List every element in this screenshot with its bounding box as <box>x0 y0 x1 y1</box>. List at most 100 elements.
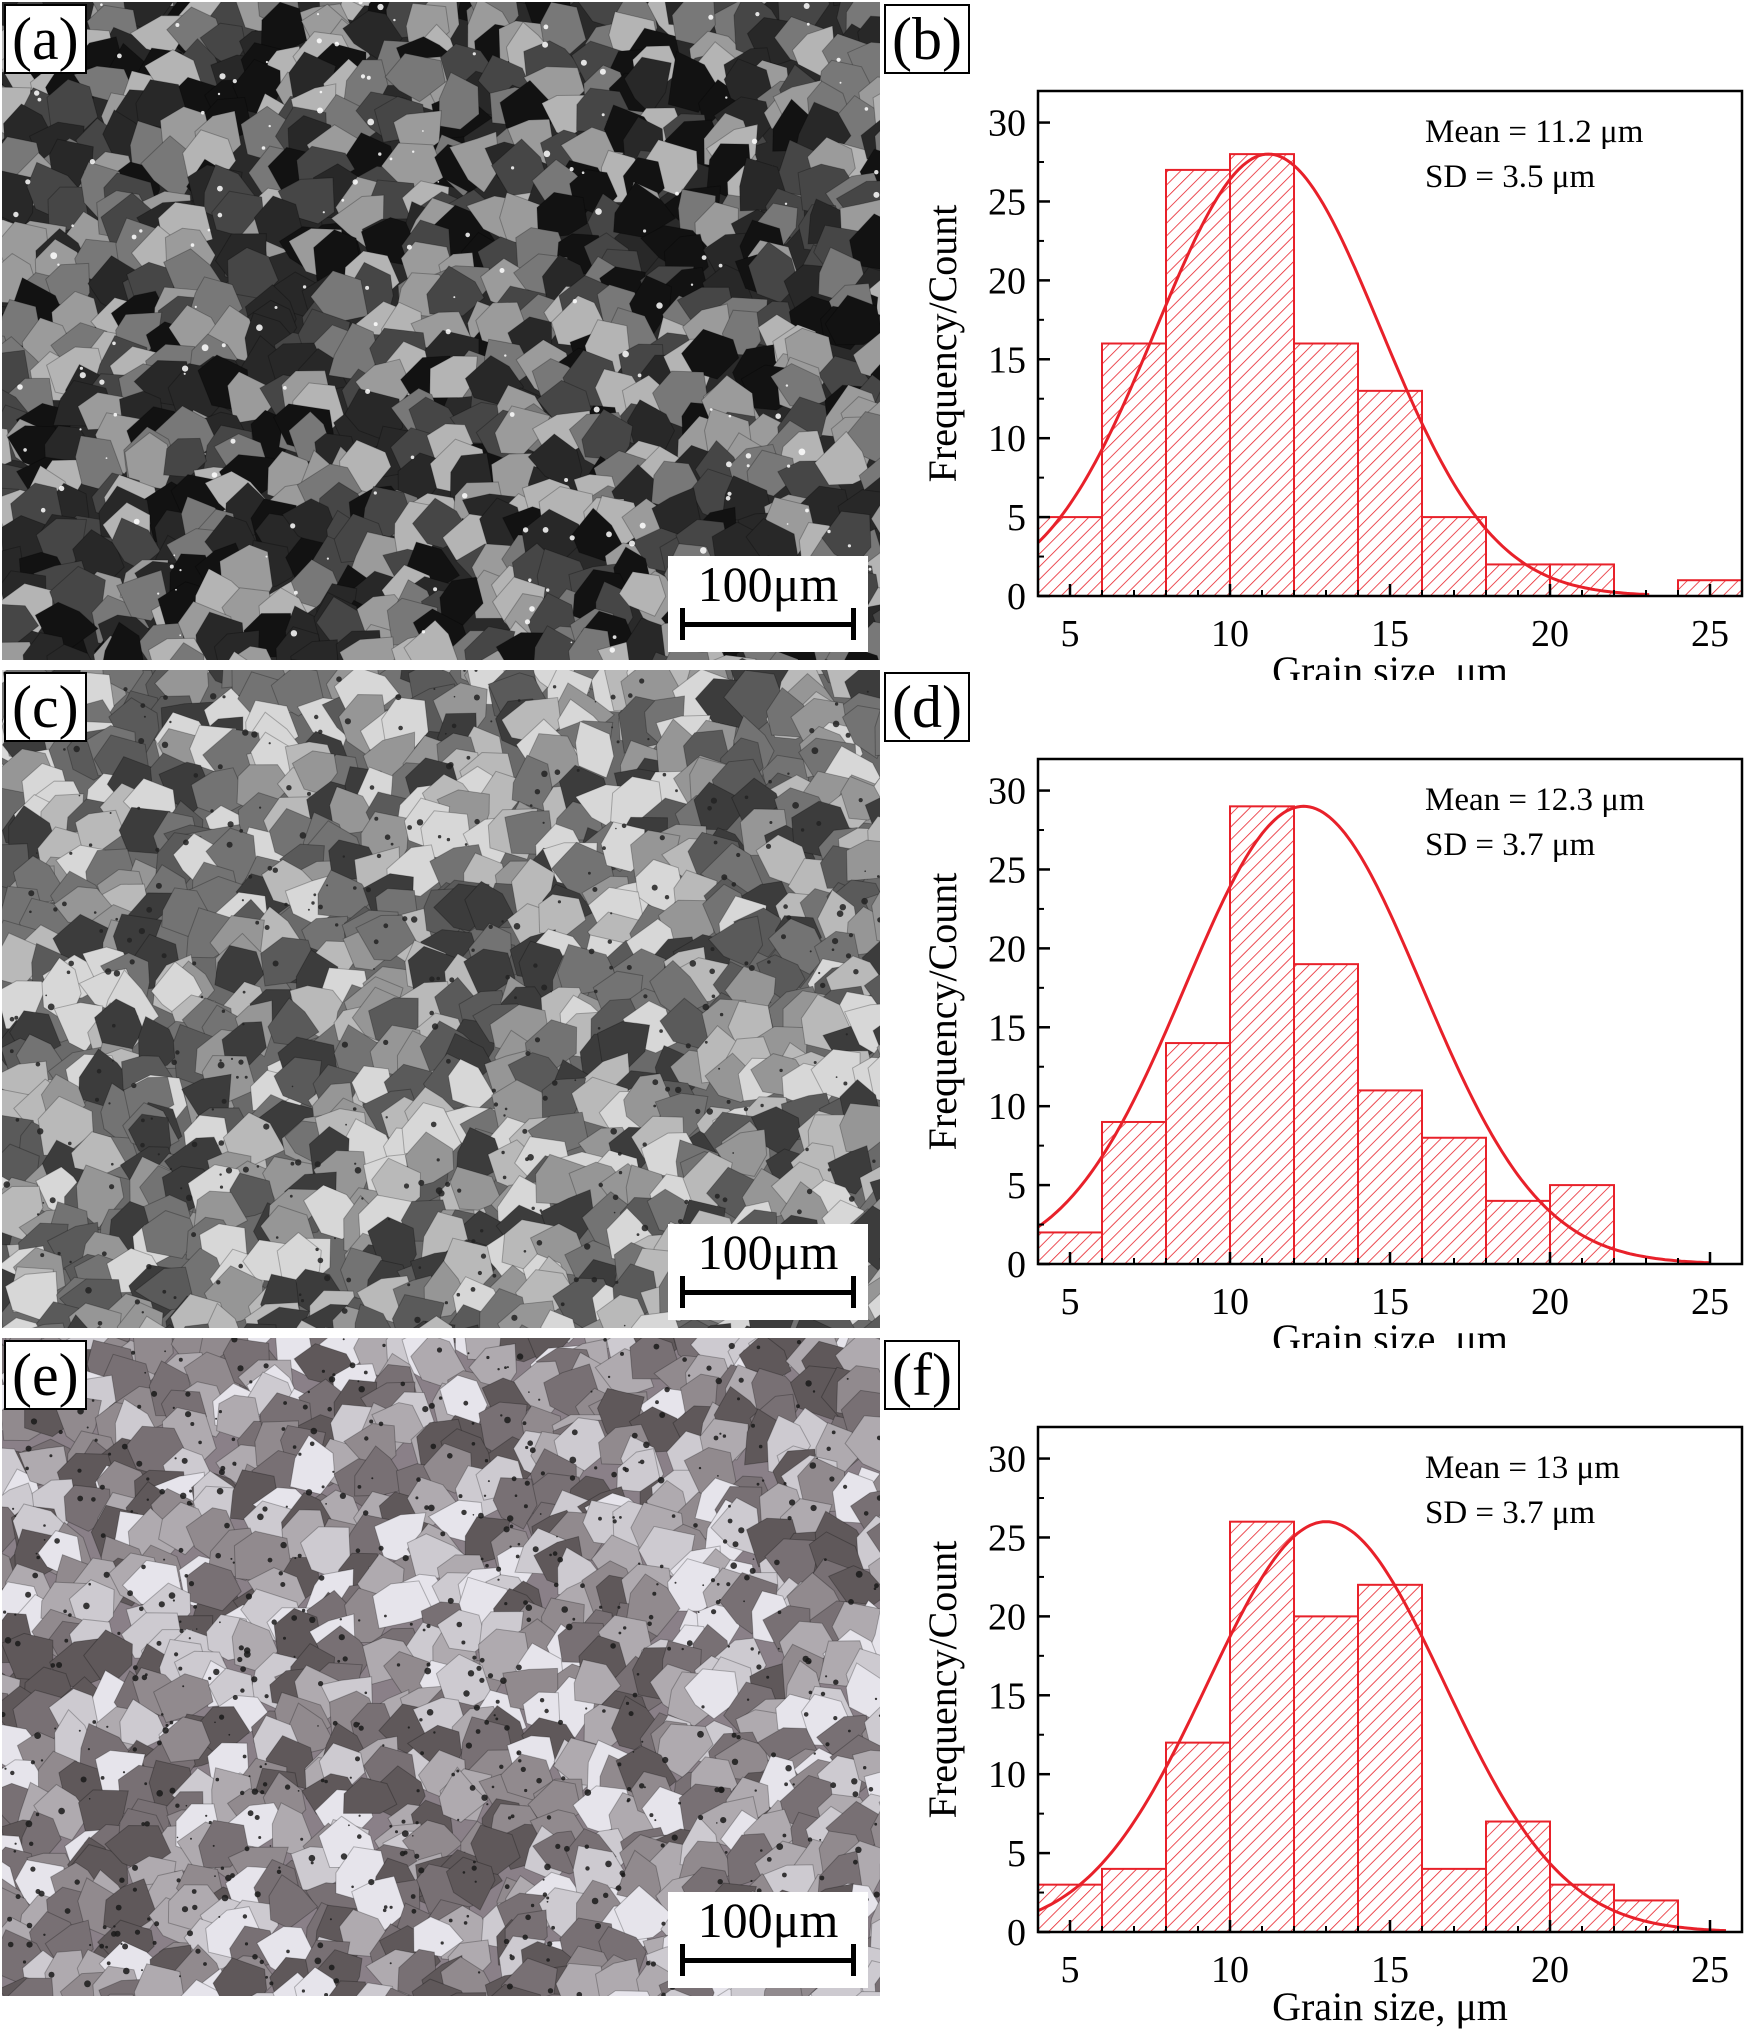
histogram-bar <box>1357 389 1423 597</box>
micrograph-a-image <box>2 2 880 660</box>
histogram-bar <box>1229 805 1295 1265</box>
histogram-bars <box>1037 153 1743 597</box>
normal-fit-curve <box>1036 152 1650 597</box>
y-tick-label: 30 <box>988 103 1026 145</box>
sd-annotation: SD = 3.7 μm <box>1425 1495 1595 1531</box>
x-tick-label: 5 <box>1061 613 1080 655</box>
panel-label-d: (d) <box>884 672 970 742</box>
histogram-bar <box>1101 1120 1167 1265</box>
panel-label-a: (a) <box>4 4 87 74</box>
sd-annotation: SD = 3.7 μm <box>1425 827 1595 863</box>
histogram-bar <box>1165 168 1231 597</box>
x-tick-label: 20 <box>1531 1281 1569 1323</box>
y-tick-label: 5 <box>1007 497 1026 539</box>
y-axis-label: Frequency/Count <box>920 205 965 483</box>
histogram-bars <box>1037 805 1615 1265</box>
x-tick-label: 15 <box>1371 613 1409 655</box>
y-tick-label: 5 <box>1007 1833 1026 1875</box>
scale-bar-a-cap-left <box>680 608 685 640</box>
mean-annotation: Mean = 12.3 μm <box>1425 782 1645 818</box>
x-axis-label: Grain size, μm <box>1272 1984 1508 2029</box>
histogram-bar <box>1357 1583 1423 1933</box>
panel-label-a-text: (a) <box>12 6 79 72</box>
histogram-bar <box>1293 963 1359 1265</box>
grain-texture <box>2 670 880 1328</box>
x-tick-label: 15 <box>1371 1281 1409 1323</box>
y-tick-label: 0 <box>1007 1912 1026 1954</box>
panel-label-e: (e) <box>4 1340 87 1410</box>
y-tick-label: 10 <box>988 1086 1026 1128</box>
panel-label-b: (b) <box>884 4 970 74</box>
histogram-bar <box>1101 342 1167 597</box>
panel-label-f: (f) <box>884 1340 960 1410</box>
y-tick-label: 10 <box>988 418 1026 460</box>
scale-bar-a-text: 100μm <box>697 556 839 612</box>
panel-label-c: (c) <box>4 672 87 742</box>
histogram-bar <box>1229 1520 1295 1933</box>
y-tick-label: 20 <box>988 260 1026 302</box>
histogram-bar <box>1485 1199 1551 1265</box>
scale-bar-e-line <box>682 1958 854 1963</box>
scale-bar-e-text: 100μm <box>697 1892 839 1948</box>
histogram-bars <box>1037 1520 1679 1933</box>
y-tick-label: 15 <box>988 1675 1026 1717</box>
scale-bar-e: 100μm <box>668 1892 868 1988</box>
mean-annotation: Mean = 11.2 μm <box>1425 114 1644 150</box>
scale-bar-a-line <box>682 622 854 627</box>
precipitate-spots <box>3 670 880 1327</box>
y-tick-label: 30 <box>988 1439 1026 1481</box>
y-tick-label: 20 <box>988 1596 1026 1638</box>
y-tick-label: 15 <box>988 1007 1026 1049</box>
normal-fit-curve <box>1037 1520 1727 1933</box>
panel-label-b-text: (b) <box>892 6 962 72</box>
x-tick-label: 25 <box>1691 1281 1729 1323</box>
scale-bar-c-line <box>682 1290 854 1295</box>
precipitate-spots <box>2 1338 880 1996</box>
scale-bar-c: 100μm <box>668 1224 868 1320</box>
histogram-bar <box>1421 1136 1487 1265</box>
histogram-bar <box>1421 516 1487 597</box>
histogram-bar <box>1421 1867 1487 1933</box>
x-tick-label: 10 <box>1211 1949 1249 1991</box>
micrograph-c-image <box>2 670 880 1328</box>
precipitate-spots <box>13 2 880 653</box>
x-tick-label: 15 <box>1371 1949 1409 1991</box>
y-tick-label: 25 <box>988 849 1026 891</box>
y-tick-label: 0 <box>1007 1244 1026 1286</box>
y-tick-label: 5 <box>1007 1165 1026 1207</box>
x-tick-label: 5 <box>1061 1281 1080 1323</box>
x-axis-label: Grain size, μm <box>1272 1316 1508 1348</box>
scale-bar-c-cap-left <box>680 1276 685 1308</box>
normal-fit-curve <box>1037 804 1711 1265</box>
micrograph-a <box>2 2 880 660</box>
panel-label-f-text: (f) <box>892 1342 952 1408</box>
histogram-b: 5 10 15 20 25 0 5 10 15 20 25 30 Grain size, μm Frequ… <box>880 0 1750 680</box>
y-tick-label: 10 <box>988 1754 1026 1796</box>
panel-label-d-text: (d) <box>892 674 962 740</box>
y-tick-label: 25 <box>988 1517 1026 1559</box>
x-tick-label: 25 <box>1691 613 1729 655</box>
histogram-bar <box>1293 1615 1359 1933</box>
grain-texture <box>2 2 880 660</box>
y-axis-label: Frequency/Count <box>920 873 965 1151</box>
x-tick-label: 10 <box>1211 1281 1249 1323</box>
y-tick-label: 0 <box>1007 576 1026 618</box>
histogram-bar <box>1357 1089 1423 1265</box>
x-axis-label: Grain size, μm <box>1272 648 1508 680</box>
y-tick-label: 25 <box>988 181 1026 223</box>
y-tick-label: 15 <box>988 339 1026 381</box>
scale-bar-c-text: 100μm <box>697 1224 839 1280</box>
histogram-bar <box>1293 342 1359 597</box>
y-axis-label: Frequency/Count <box>920 1541 965 1819</box>
x-tick-label: 10 <box>1211 613 1249 655</box>
histogram-bar <box>1485 1820 1551 1933</box>
scale-bar-a: 100μm <box>668 556 868 652</box>
histogram-f: 5 10 15 20 25 0 5 10 15 20 25 30 Grain size, μm Frequ… <box>880 1336 1750 2030</box>
x-tick-label: 20 <box>1531 1949 1569 1991</box>
histogram-bar <box>1549 1184 1615 1265</box>
scale-bar-e-cap-left <box>680 1944 685 1976</box>
x-tick-label: 20 <box>1531 613 1569 655</box>
